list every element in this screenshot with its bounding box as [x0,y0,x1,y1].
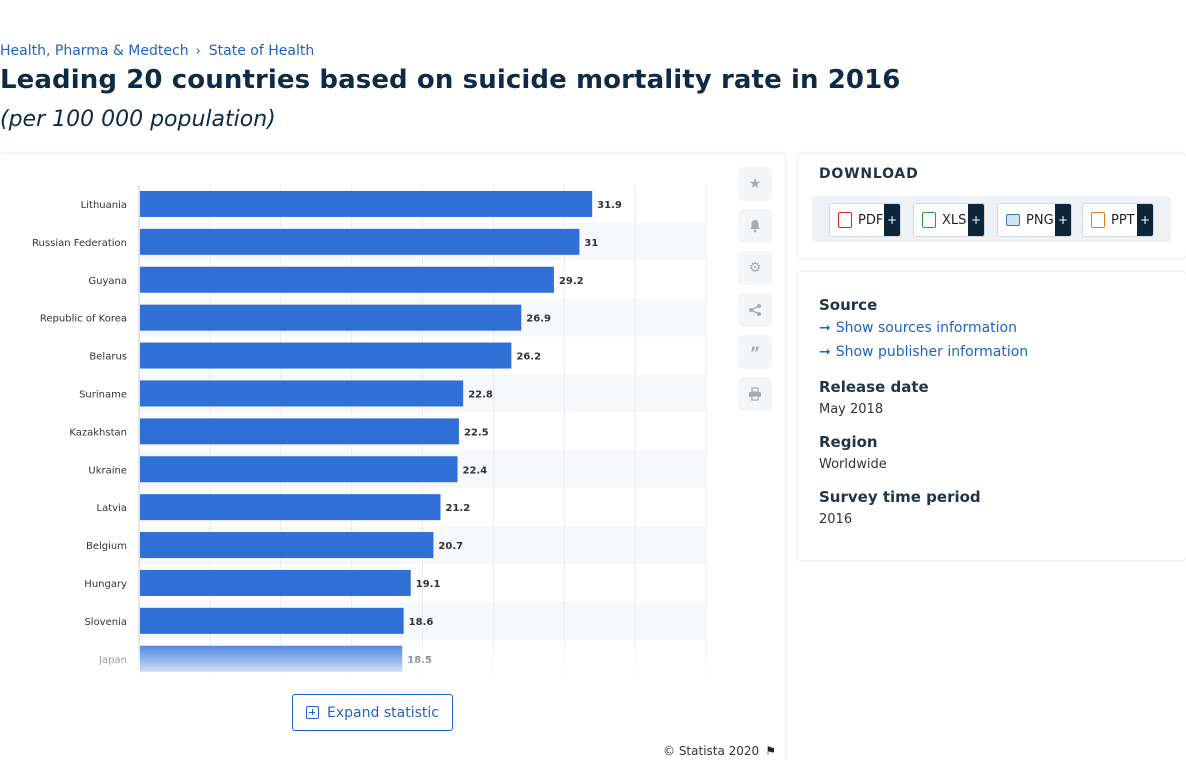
value-label: 22.4 [463,465,488,476]
value-label: 22.5 [464,427,489,438]
pdf-file-icon [838,212,852,228]
bar [140,645,403,672]
category-label: Russian Federation [32,238,127,249]
copyright: © Statista 2020 ⚑ [663,744,776,758]
breadcrumb-link-state-of-health[interactable]: State of Health [208,43,315,59]
download-title: DOWNLOAD [819,166,919,182]
print-button[interactable] [738,377,772,411]
share-button[interactable] [738,293,772,327]
notification-button[interactable] [738,209,772,243]
bar [140,228,580,255]
category-label: Japan [98,655,127,666]
bar [140,304,522,331]
bar [140,342,512,369]
expand-statistic-label: Expand statistic [327,704,439,721]
value-label: 18.6 [409,617,434,628]
pdf-plus-icon: + [884,204,900,236]
show-sources-link[interactable]: ➞ Show sources information [819,320,1017,336]
quote-icon: ” [749,342,761,362]
print-icon [749,387,761,401]
xls-plus-icon: + [968,204,984,236]
gear-icon: ⚙ [748,260,762,276]
page-subtitle: (per 100 000 population) [0,107,276,132]
value-label: 26.2 [516,352,541,363]
breadcrumb: Health, Pharma & Medtech › State of Heal… [0,43,314,59]
bar [140,569,411,596]
download-pdf-label: PDF [858,212,884,228]
value-label: 31.9 [597,200,622,211]
xls-file-icon [922,212,936,228]
value-label: 21.2 [446,503,471,514]
bar-chart: Lithuania 31.9 Russian Federation 31 Guyana 2… [32,185,707,678]
show-sources-label: Show sources information [835,320,1017,336]
expand-icon [306,706,320,719]
flag-icon[interactable]: ⚑ [765,744,776,758]
favorite-button[interactable]: ★ [738,167,772,201]
png-plus-icon: + [1055,204,1071,236]
bar [140,190,593,217]
download-pdf-button[interactable]: PDF + [829,203,901,237]
copyright-text: © Statista 2020 [663,744,760,758]
cite-button[interactable]: ” [738,335,772,369]
category-label: Belgium [86,541,127,552]
download-xls-label: XLS [942,212,967,228]
release-date-heading: Release date [819,378,929,396]
ppt-file-icon [1091,212,1105,228]
bar [140,532,434,559]
bell-icon [750,220,760,233]
arrow-right-icon: ➞ [819,320,831,336]
value-label: 22.8 [468,389,493,400]
bar [140,266,554,293]
chart-card: Lithuania 31.9 Russian Federation 31 Guyana 2… [0,154,785,760]
download-png-label: PNG [1026,212,1054,228]
download-xls-button[interactable]: XLS + [913,203,985,237]
value-label: 29.2 [559,276,584,287]
value-label: 19.1 [416,579,441,590]
download-ppt-label: PPT [1111,212,1135,228]
category-label: Republic of Korea [40,314,127,325]
download-png-button[interactable]: PNG + [997,203,1072,237]
value-label: 18.5 [407,655,432,666]
share-icon [749,304,761,316]
category-label: Suriname [79,389,127,400]
expand-statistic-button[interactable]: Expand statistic [292,694,453,731]
star-icon: ★ [748,176,762,192]
arrow-right-icon: ➞ [819,344,831,360]
show-publisher-label: Show publisher information [835,344,1029,360]
download-options: PDF + XLS + PNG + PPT + [812,196,1171,242]
show-publisher-link[interactable]: ➞ Show publisher information [819,344,1028,360]
bar [140,418,459,445]
settings-button[interactable]: ⚙ [738,251,772,285]
value-label: 26.9 [526,314,551,325]
breadcrumb-separator: › [195,43,201,59]
page-title: Leading 20 countries based on suicide mo… [0,65,901,95]
bar [140,456,458,483]
value-label: 20.7 [438,541,463,552]
region-heading: Region [819,433,878,451]
bar [140,380,464,407]
category-label: Ukraine [88,465,127,476]
region-value: Worldwide [819,457,887,472]
release-date-value: May 2018 [819,402,884,417]
ppt-plus-icon: + [1137,204,1153,236]
breadcrumb-link-health[interactable]: Health, Pharma & Medtech [0,43,189,59]
png-image-icon [1006,214,1020,226]
survey-period-value: 2016 [819,512,853,527]
category-label: Latvia [97,503,127,514]
category-label: Belarus [89,352,127,363]
download-ppt-button[interactable]: PPT + [1082,203,1154,237]
category-label: Guyana [88,276,127,287]
bar [140,494,441,521]
statistic-info-card: Source ➞ Show sources information ➞ Show… [798,272,1186,560]
category-label: Kazakhstan [69,427,127,438]
bar [140,607,404,634]
value-label: 31 [584,238,598,249]
category-label: Lithuania [81,200,127,211]
download-card: DOWNLOAD PDF + XLS + PNG + PPT + [798,154,1186,258]
category-label: Slovenia [84,617,127,628]
category-label: Hungary [84,579,127,590]
survey-period-heading: Survey time period [819,488,981,506]
source-heading: Source [819,296,878,314]
